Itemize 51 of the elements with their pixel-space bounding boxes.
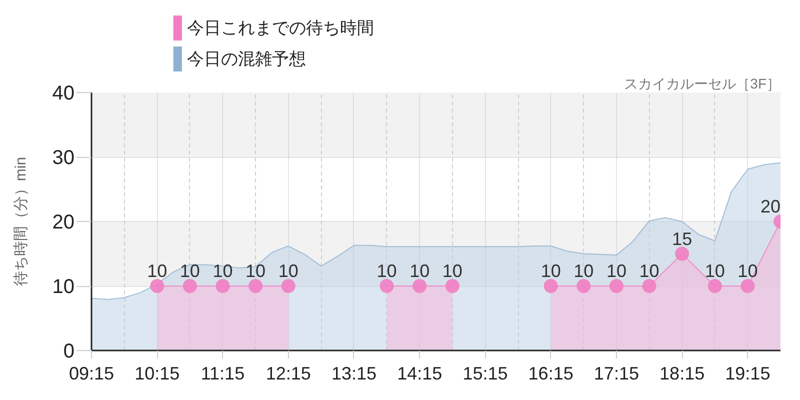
x-tick-label: 16:15 (528, 364, 574, 384)
point (675, 246, 690, 261)
data-label: 10 (410, 261, 430, 281)
point (740, 279, 755, 293)
data-label: 10 (180, 261, 200, 281)
x-tick-label: 14:15 (397, 364, 442, 384)
data-label: 10 (442, 261, 462, 281)
y-tick-label: 30 (52, 147, 75, 169)
data-label: 10 (639, 261, 660, 281)
point (412, 279, 427, 293)
x-tick-label: 15:15 (462, 364, 508, 384)
data-label: 10 (606, 261, 626, 281)
point (182, 279, 197, 293)
data-label: 10 (278, 261, 298, 281)
data-label: 20 (760, 196, 781, 216)
data-label: 10 (246, 261, 266, 281)
data-label: 10 (212, 261, 233, 281)
x-tick-label: 19:15 (725, 364, 770, 384)
x-tick-label: 13:15 (331, 364, 376, 384)
data-label: 10 (704, 261, 725, 281)
point (445, 279, 460, 293)
x-tick-label: 10:15 (134, 364, 180, 384)
point (609, 279, 624, 293)
point (544, 279, 558, 293)
y-tick-label: 0 (63, 340, 74, 362)
y-tick-label: 10 (52, 276, 75, 298)
point (576, 279, 591, 293)
point (708, 279, 722, 293)
chart-subtitle: スカイカルーセル［3F］ (624, 76, 781, 92)
legend-label: 今日これまでの待ち時間 (187, 18, 374, 38)
x-tick-label: 12:15 (266, 364, 311, 384)
data-label: 10 (574, 261, 594, 281)
point (150, 279, 164, 293)
x-tick-label: 18:15 (660, 364, 705, 384)
x-tick-label: 09:15 (68, 364, 114, 384)
data-label: 15 (672, 228, 692, 249)
point (248, 279, 263, 293)
data-label: 10 (738, 261, 758, 281)
legend-label: 今日の混雑予想 (187, 50, 306, 68)
x-tick-label: 11:15 (200, 364, 245, 384)
data-label: 10 (540, 261, 561, 281)
y-tick-label: 20 (52, 212, 75, 234)
x-tick-label: 17:15 (594, 364, 639, 384)
point (642, 279, 656, 293)
point (216, 279, 230, 293)
point (380, 279, 394, 293)
y-tick-label: 40 (52, 82, 75, 104)
data-label: 10 (376, 261, 397, 281)
data-label: 10 (147, 261, 168, 281)
point (281, 279, 296, 293)
y-axis-title: 待ち時間（分）min (12, 156, 30, 286)
